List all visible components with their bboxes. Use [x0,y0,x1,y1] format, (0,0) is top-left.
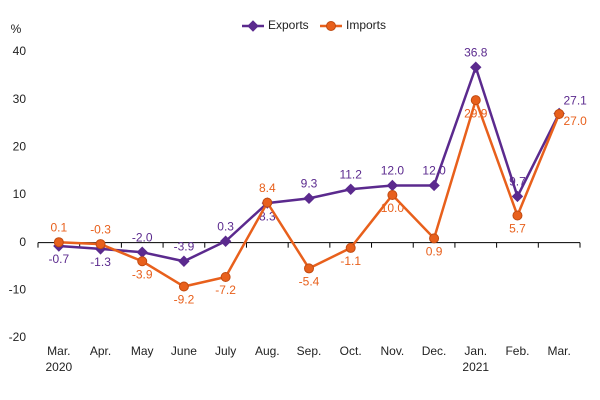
x-tick-label: Nov. [380,344,404,358]
data-label: -5.4 [299,275,320,289]
y-tick-label: -20 [9,330,27,344]
y-tick-label: 30 [13,92,27,106]
data-point [345,242,356,253]
data-label: -3.9 [132,267,153,281]
data-label: 12.0 [422,164,446,178]
x-year-label: 2021 [462,360,489,374]
data-point [303,192,315,205]
data-label: 9.3 [301,177,318,191]
y-tick-label: -10 [9,283,27,297]
data-label: 0.1 [51,220,68,234]
x-tick-label: Sep. [297,344,322,358]
data-label: -0.7 [49,252,70,266]
x-tick-label: June [171,344,197,358]
data-point [304,263,314,274]
data-point [137,256,148,267]
y-tick-label: 10 [13,187,27,201]
data-point [95,239,106,250]
x-tick-label: Jan. [464,344,487,358]
data-label: -9.2 [174,293,195,307]
data-label: 27.1 [563,94,587,108]
data-label: 29.9 [464,106,488,120]
y-axis-label: % [11,22,22,36]
data-point [387,190,398,200]
data-point [178,255,190,267]
data-point [219,235,232,247]
data-point [470,61,482,73]
data-point [386,179,399,192]
x-tick-label: Dec. [422,344,447,358]
data-point [53,237,64,248]
legend-label: Imports [346,18,386,32]
x-tick-label: May [131,344,154,358]
y-tick-label: 40 [13,44,27,58]
data-label: 11.2 [339,167,362,181]
x-tick-label: July [215,344,236,358]
data-point [470,95,481,106]
legend-label: Exports [268,18,309,32]
data-label: -7.2 [215,283,236,297]
data-label: -3.9 [174,239,195,253]
data-label: 8.4 [259,181,276,195]
data-label: -1.1 [340,254,361,268]
data-label: -0.3 [90,222,111,236]
data-label: 27.0 [563,114,587,128]
data-label: 9.7 [509,175,526,189]
data-label: 8.3 [259,209,276,223]
data-point [344,183,357,195]
x-tick-label: Aug. [255,344,280,358]
data-label: 12.0 [381,164,405,178]
x-tick-label: Apr. [90,344,111,358]
data-label: 5.7 [509,222,526,236]
data-label: 10.0 [381,201,405,215]
y-tick-label: 20 [13,140,27,154]
data-point [178,281,189,292]
x-year-label: 2020 [45,360,72,374]
x-tick-label: Mar. [547,344,570,358]
data-point [220,271,231,282]
data-label: 0.3 [217,219,234,233]
x-tick-label: Mar. [47,344,70,358]
data-point [262,197,273,208]
data-point [512,210,523,221]
data-point [428,179,440,192]
data-point [511,190,524,203]
x-tick-label: Feb. [505,344,529,358]
data-point [554,108,565,119]
data-point [429,233,440,244]
legend-marker [326,21,336,31]
data-label: 36.8 [464,45,488,59]
data-point [136,246,148,258]
x-tick-label: Oct. [340,344,362,358]
data-label: -2.0 [132,230,153,244]
data-label: -1.3 [90,255,111,269]
data-label: 0.9 [426,245,443,259]
y-tick-label: 0 [19,235,26,249]
legend-marker [247,20,259,32]
